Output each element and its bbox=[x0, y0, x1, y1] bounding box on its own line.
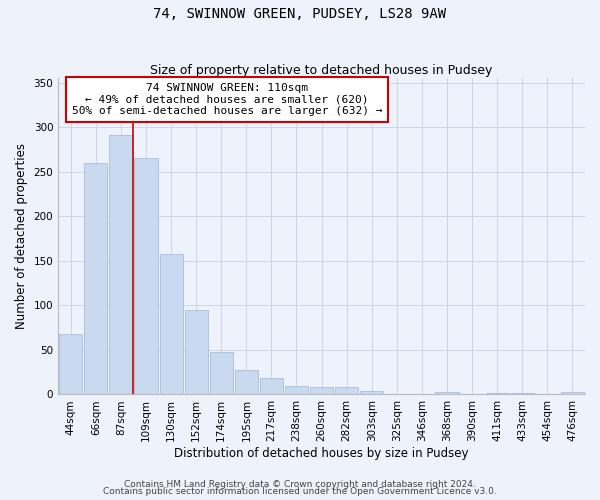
Bar bbox=[84, 163, 107, 394]
Text: Contains HM Land Registry data © Crown copyright and database right 2024.: Contains HM Land Registry data © Crown c… bbox=[124, 480, 476, 489]
Bar bbox=[260, 378, 283, 394]
Text: Contains public sector information licensed under the Open Government Licence v3: Contains public sector information licen… bbox=[103, 487, 497, 496]
Bar bbox=[134, 158, 158, 394]
Text: 74, SWINNOW GREEN, PUDSEY, LS28 9AW: 74, SWINNOW GREEN, PUDSEY, LS28 9AW bbox=[154, 8, 446, 22]
Bar bbox=[360, 391, 383, 394]
Text: 74 SWINNOW GREEN: 110sqm
← 49% of detached houses are smaller (620)
50% of semi-: 74 SWINNOW GREEN: 110sqm ← 49% of detach… bbox=[71, 83, 382, 116]
Bar bbox=[235, 370, 258, 394]
Title: Size of property relative to detached houses in Pudsey: Size of property relative to detached ho… bbox=[151, 64, 493, 77]
Bar bbox=[485, 392, 509, 394]
Bar bbox=[335, 388, 358, 394]
Y-axis label: Number of detached properties: Number of detached properties bbox=[15, 144, 28, 330]
Bar bbox=[109, 135, 133, 394]
Bar bbox=[511, 392, 534, 394]
Bar bbox=[59, 334, 82, 394]
Bar bbox=[160, 254, 182, 394]
Bar bbox=[561, 392, 584, 394]
X-axis label: Distribution of detached houses by size in Pudsey: Distribution of detached houses by size … bbox=[175, 447, 469, 460]
Bar bbox=[285, 386, 308, 394]
Bar bbox=[209, 352, 233, 395]
Bar bbox=[436, 392, 458, 394]
Bar bbox=[185, 310, 208, 394]
Bar bbox=[310, 388, 333, 394]
